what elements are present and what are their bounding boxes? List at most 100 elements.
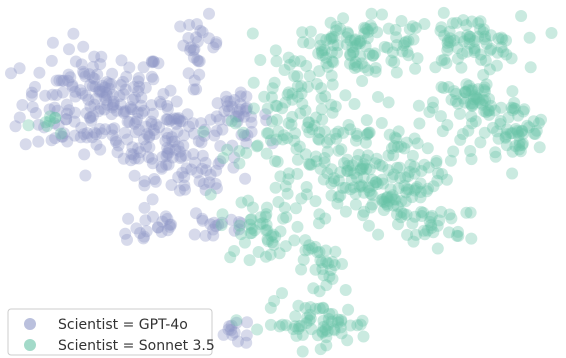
- point-series-1-cluster-0: [270, 55, 283, 68]
- point-series-1-cluster-0: [369, 62, 382, 74]
- point-series-0-cluster-0: [69, 85, 82, 98]
- point-series-0-cluster-1: [172, 112, 185, 125]
- point-series-1-cluster-4: [363, 126, 376, 139]
- point-series-1-cluster-6: [260, 218, 273, 231]
- point-series-0-cluster-0: [13, 62, 26, 75]
- point-series-1-cluster-5: [377, 204, 390, 217]
- point-series-1-cluster-10: [283, 58, 296, 71]
- point-series-0-cluster-1: [188, 127, 200, 140]
- point-series-1-cluster-7: [230, 314, 243, 327]
- point-series-0-cluster-1: [178, 129, 190, 142]
- point-series-0-cluster-4: [161, 224, 174, 237]
- point-series-1-cluster-4: [225, 115, 238, 128]
- point-series-1-cluster-0: [340, 38, 353, 51]
- point-series-1-cluster-4: [272, 196, 285, 208]
- point-series-1-cluster-2: [448, 85, 461, 98]
- point-series-1-cluster-3: [494, 115, 507, 127]
- point-series-1-cluster-2: [463, 79, 476, 92]
- point-series-1-cluster-4: [350, 127, 363, 140]
- point-series-1-cluster-4: [390, 132, 403, 145]
- point-series-1-cluster-4: [382, 149, 395, 162]
- point-series-1-cluster-5: [402, 170, 415, 183]
- legend: Scientist = GPT-4o Scientist = Sonnet 3.…: [7, 308, 215, 356]
- point-series-1-cluster-6: [279, 240, 292, 253]
- point-series-0-cluster-4: [130, 222, 143, 235]
- point-series-0-cluster-2: [210, 36, 223, 49]
- point-series-1-cluster-4: [465, 153, 478, 166]
- point-series-1-cluster-3: [462, 124, 475, 137]
- point-series-0-cluster-0: [113, 90, 126, 103]
- point-series-0-cluster-1: [154, 95, 166, 108]
- point-series-0-cluster-1: [141, 128, 154, 141]
- point-series-0-cluster-1: [124, 101, 137, 114]
- legend-label-gpt-4o: Scientist = GPT-4o: [58, 317, 188, 333]
- point-series-1-cluster-4: [269, 181, 282, 194]
- point-series-0-cluster-3: [230, 110, 242, 123]
- point-series-1-cluster-1: [468, 44, 481, 56]
- points-layer: [5, 6, 558, 358]
- point-series-0-cluster-6: [223, 320, 236, 333]
- point-series-1-cluster-4: [240, 146, 253, 159]
- point-series-1-cluster-8: [323, 270, 336, 283]
- point-series-1-cluster-4: [293, 140, 306, 153]
- point-series-1-cluster-6: [266, 236, 279, 249]
- point-series-1-cluster-1: [438, 53, 451, 66]
- point-series-1-cluster-10: [319, 90, 332, 103]
- point-series-1-cluster-7: [335, 315, 348, 328]
- point-series-1-cluster-1: [461, 29, 474, 42]
- point-series-1-cluster-5: [410, 181, 423, 193]
- point-series-1-cluster-7: [276, 318, 289, 331]
- point-series-0-cluster-0: [48, 101, 61, 114]
- point-series-1-cluster-0: [303, 37, 316, 50]
- point-series-0-cluster-0: [57, 127, 70, 140]
- point-series-1-cluster-0: [324, 32, 337, 45]
- point-series-0-cluster-0: [51, 104, 64, 117]
- point-series-0-cluster-1: [138, 179, 151, 192]
- point-series-0-cluster-0: [121, 115, 134, 128]
- point-series-0-cluster-0: [83, 68, 96, 81]
- point-series-1-cluster-7: [287, 323, 300, 336]
- point-series-1-cluster-7: [304, 312, 317, 325]
- point-series-1-cluster-4: [369, 176, 382, 189]
- point-series-1-cluster-4: [375, 117, 388, 129]
- point-series-0-cluster-0: [32, 118, 45, 131]
- point-series-1-cluster-11: [43, 115, 56, 127]
- point-series-1-cluster-4: [391, 161, 404, 174]
- point-series-1-cluster-4: [399, 171, 412, 184]
- point-series-1-cluster-0: [361, 32, 374, 45]
- point-series-0-cluster-7: [210, 182, 223, 195]
- point-series-1-cluster-10: [325, 98, 338, 111]
- point-series-1-cluster-8: [339, 284, 352, 296]
- point-series-1-cluster-8: [324, 264, 337, 276]
- point-series-0-cluster-7: [172, 171, 185, 184]
- point-series-1-cluster-1: [484, 29, 497, 42]
- point-series-0-cluster-5: [235, 217, 248, 230]
- point-series-1-cluster-5: [464, 206, 477, 219]
- point-series-0-cluster-0: [29, 80, 41, 93]
- point-series-1-cluster-3: [518, 103, 531, 116]
- point-series-1-cluster-1: [495, 41, 508, 54]
- point-series-1-cluster-3: [523, 121, 535, 134]
- point-series-1-cluster-5: [364, 187, 377, 200]
- point-series-0-cluster-0: [137, 61, 150, 74]
- point-series-1-cluster-8: [307, 282, 320, 295]
- point-series-0-cluster-0: [83, 112, 96, 124]
- point-series-1-cluster-2: [435, 81, 448, 93]
- point-series-1-cluster-4: [331, 197, 344, 210]
- point-series-1-cluster-8: [314, 254, 327, 267]
- point-series-0-cluster-1: [195, 136, 208, 149]
- point-series-1-cluster-5: [384, 183, 397, 196]
- point-series-1-cluster-5: [351, 171, 363, 184]
- point-series-1-cluster-4: [381, 199, 394, 212]
- point-series-1-cluster-4: [354, 164, 367, 176]
- point-series-1-cluster-3: [489, 150, 502, 163]
- point-series-0-cluster-5: [188, 228, 201, 241]
- point-series-1-cluster-7: [301, 311, 314, 324]
- point-series-1-cluster-4: [352, 148, 365, 161]
- point-series-0-cluster-3: [226, 100, 239, 113]
- point-series-1-cluster-1: [455, 61, 468, 74]
- point-series-1-cluster-4: [349, 198, 362, 211]
- point-series-1-cluster-1: [505, 52, 518, 65]
- point-series-1-cluster-4: [431, 174, 444, 187]
- point-series-0-cluster-2: [191, 54, 204, 66]
